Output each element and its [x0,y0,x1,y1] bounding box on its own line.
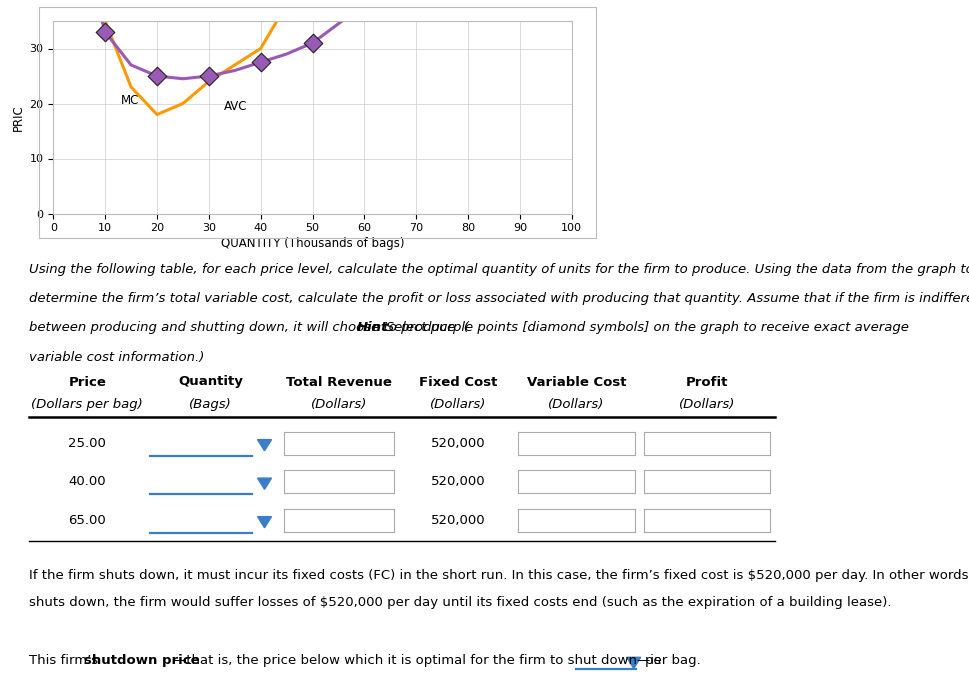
Text: (Dollars): (Dollars) [679,398,735,411]
Text: 520,000: 520,000 [430,437,485,449]
Text: per bag.: per bag. [645,654,702,667]
Text: Quantity: Quantity [178,375,243,389]
Polygon shape [258,478,271,489]
Text: 25.00: 25.00 [68,437,107,449]
Text: Fixed Cost: Fixed Cost [419,375,497,389]
Point [97,27,112,38]
Text: 40.00: 40.00 [69,475,106,488]
Text: Profit: Profit [686,375,729,389]
Polygon shape [258,517,271,528]
Text: Hint: Hint [357,321,388,335]
Point [202,71,217,82]
Y-axis label: PRIC: PRIC [13,104,25,131]
Text: Variable Cost: Variable Cost [527,375,626,389]
Text: —that is, the price below which it is optimal for the firm to shut down—is: —that is, the price below which it is op… [173,654,661,667]
Point [304,37,320,48]
X-axis label: QUANTITY (Thousands of bags): QUANTITY (Thousands of bags) [221,237,404,251]
Point [149,71,165,82]
Text: determine the firm’s total variable cost, calculate the profit or loss associate: determine the firm’s total variable cost… [29,292,969,305]
Polygon shape [258,440,271,451]
Text: : Select purple points [diamond symbols] on the graph to receive exact average: : Select purple points [diamond symbols]… [377,321,909,335]
Text: (Dollars): (Dollars) [548,398,605,411]
Text: between producing and shutting down, it will choose to produce. (: between producing and shutting down, it … [29,321,469,335]
Text: MC: MC [121,94,140,107]
Text: (Bags): (Bags) [189,398,233,411]
Text: Using the following table, for each price level, calculate the optimal quantity : Using the following table, for each pric… [29,262,969,276]
Text: shutdown price: shutdown price [84,654,200,667]
Text: Price: Price [68,375,107,389]
Text: If the firm shuts down, it must incur its fixed costs (FC) in the short run. In : If the firm shuts down, it must incur it… [29,569,969,582]
Point [253,57,268,68]
Text: shuts down, the firm would suffer losses of $520,000 per day until its fixed cos: shuts down, the firm would suffer losses… [29,596,891,609]
Text: 520,000: 520,000 [430,475,485,488]
Text: (Dollars): (Dollars) [429,398,486,411]
Text: 520,000: 520,000 [430,514,485,526]
Text: Total Revenue: Total Revenue [286,375,392,389]
Text: variable cost information.): variable cost information.) [29,351,204,364]
Text: (Dollars per bag): (Dollars per bag) [31,398,143,411]
Text: This firm’s: This firm’s [29,654,103,667]
Polygon shape [627,657,641,668]
Text: (Dollars): (Dollars) [311,398,367,411]
Text: 65.00: 65.00 [69,514,106,526]
Text: AVC: AVC [225,99,248,113]
